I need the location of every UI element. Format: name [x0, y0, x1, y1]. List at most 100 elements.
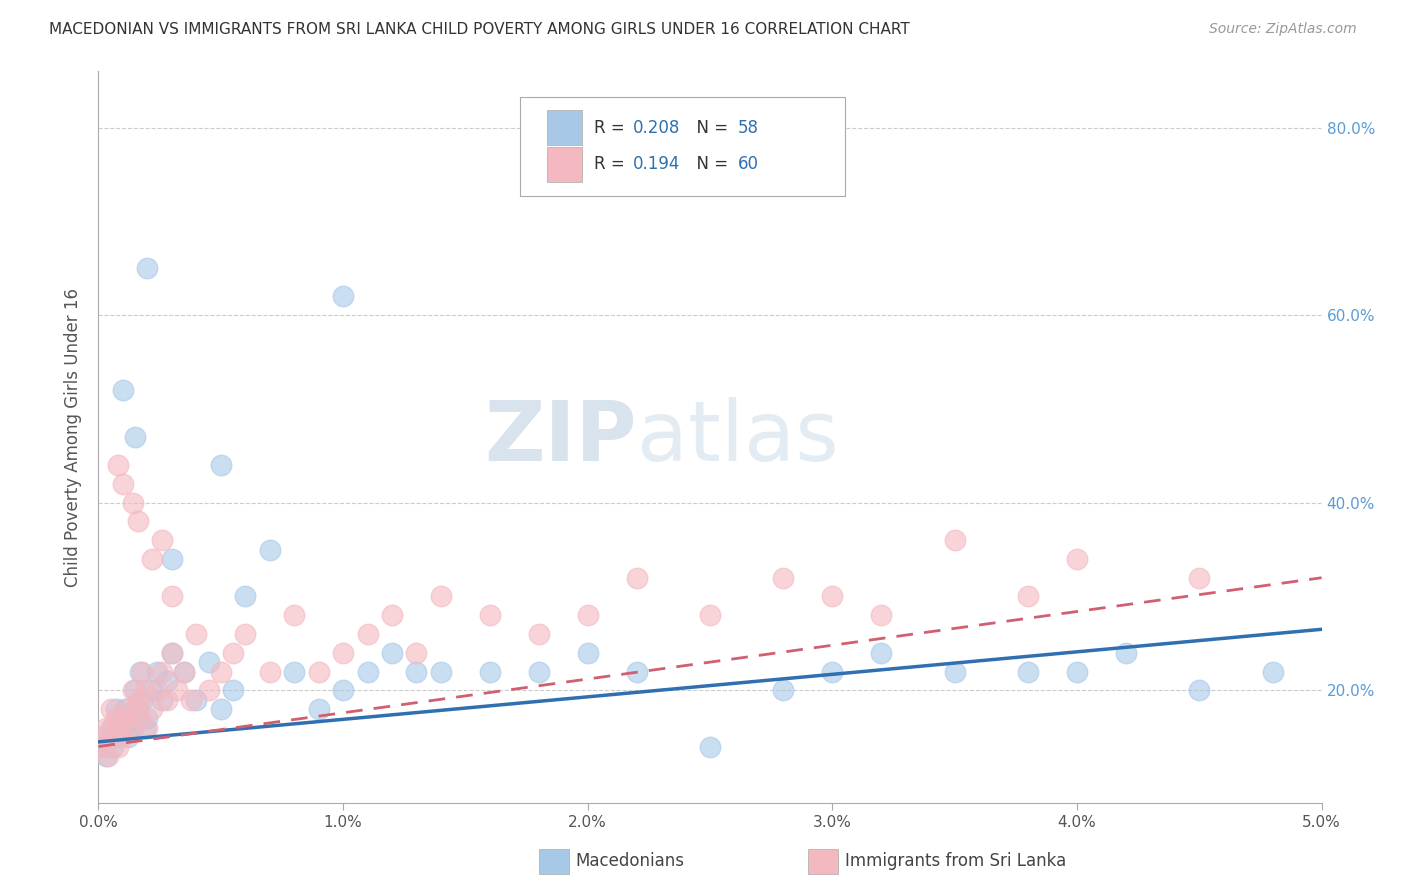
Point	[141, 552, 163, 566]
Point	[117, 730, 139, 744]
Point	[97, 748, 120, 763]
Point	[197, 655, 219, 669]
Point	[94, 748, 117, 763]
Point	[405, 646, 427, 660]
Point	[156, 692, 179, 706]
Point	[180, 692, 202, 706]
Point	[209, 702, 232, 716]
Point	[1115, 646, 1137, 660]
Point	[150, 665, 173, 679]
Point	[527, 665, 550, 679]
Point	[117, 702, 139, 716]
Point	[283, 665, 305, 679]
Point	[772, 683, 794, 698]
Point	[430, 665, 453, 679]
Point	[332, 683, 354, 698]
Point	[222, 646, 245, 660]
Point	[283, 608, 305, 623]
Point	[821, 665, 844, 679]
Point	[943, 665, 966, 679]
Point	[1261, 665, 1284, 679]
Point	[160, 590, 183, 604]
Point	[156, 673, 179, 688]
Point	[186, 627, 208, 641]
Point	[107, 730, 129, 744]
Point	[91, 739, 114, 754]
Bar	[538, 848, 569, 874]
Point	[90, 730, 112, 744]
Point	[150, 533, 173, 548]
Point	[259, 542, 281, 557]
Point	[111, 721, 134, 735]
Point	[100, 702, 122, 716]
Point	[332, 646, 354, 660]
Point	[626, 665, 648, 679]
Point	[127, 702, 149, 716]
Point	[121, 721, 143, 735]
Point	[91, 739, 114, 754]
Text: Macedonians: Macedonians	[575, 853, 685, 871]
Point	[209, 665, 232, 679]
Point	[131, 692, 153, 706]
Point	[121, 683, 143, 698]
Bar	[547, 146, 582, 182]
Point	[870, 646, 893, 660]
Point	[626, 571, 648, 585]
Text: 0.208: 0.208	[633, 119, 681, 136]
Point	[146, 665, 169, 679]
Point	[114, 702, 136, 716]
Point	[576, 646, 599, 660]
Point	[381, 646, 404, 660]
Point	[772, 571, 794, 585]
Point	[121, 496, 143, 510]
Point	[107, 458, 129, 473]
Point	[699, 608, 721, 623]
Point	[146, 683, 169, 698]
Text: MACEDONIAN VS IMMIGRANTS FROM SRI LANKA CHILD POVERTY AMONG GIRLS UNDER 16 CORRE: MACEDONIAN VS IMMIGRANTS FROM SRI LANKA …	[49, 22, 910, 37]
Point	[101, 721, 124, 735]
Point	[136, 721, 159, 735]
Point	[233, 627, 256, 641]
Point	[173, 665, 195, 679]
Text: N =: N =	[686, 155, 733, 173]
Point	[160, 646, 183, 660]
Point	[127, 692, 149, 706]
Point	[129, 665, 152, 679]
Point	[356, 627, 378, 641]
Text: 0.194: 0.194	[633, 155, 681, 173]
Point	[129, 711, 152, 725]
Point	[197, 683, 219, 698]
Point	[124, 702, 146, 716]
Text: R =: R =	[593, 155, 630, 173]
Point	[173, 665, 195, 679]
Point	[131, 665, 153, 679]
Point	[308, 702, 330, 716]
Point	[136, 261, 159, 276]
Point	[97, 730, 120, 744]
Point	[127, 515, 149, 529]
Point	[141, 683, 163, 698]
Text: ZIP: ZIP	[484, 397, 637, 477]
Point	[209, 458, 232, 473]
Point	[134, 721, 156, 735]
Point	[136, 711, 159, 725]
Point	[1066, 552, 1088, 566]
Point	[134, 683, 156, 698]
Text: Immigrants from Sri Lanka: Immigrants from Sri Lanka	[845, 853, 1066, 871]
Bar	[547, 110, 582, 145]
Point	[100, 721, 122, 735]
Bar	[808, 848, 838, 874]
Text: 60: 60	[738, 155, 759, 173]
Text: Source: ZipAtlas.com: Source: ZipAtlas.com	[1209, 22, 1357, 37]
FancyBboxPatch shape	[520, 97, 845, 195]
Point	[332, 289, 354, 303]
Point	[150, 692, 173, 706]
Point	[308, 665, 330, 679]
Point	[120, 721, 142, 735]
Point	[870, 608, 893, 623]
Text: R =: R =	[593, 119, 630, 136]
Point	[430, 590, 453, 604]
Point	[94, 721, 117, 735]
Point	[222, 683, 245, 698]
Point	[1017, 590, 1039, 604]
